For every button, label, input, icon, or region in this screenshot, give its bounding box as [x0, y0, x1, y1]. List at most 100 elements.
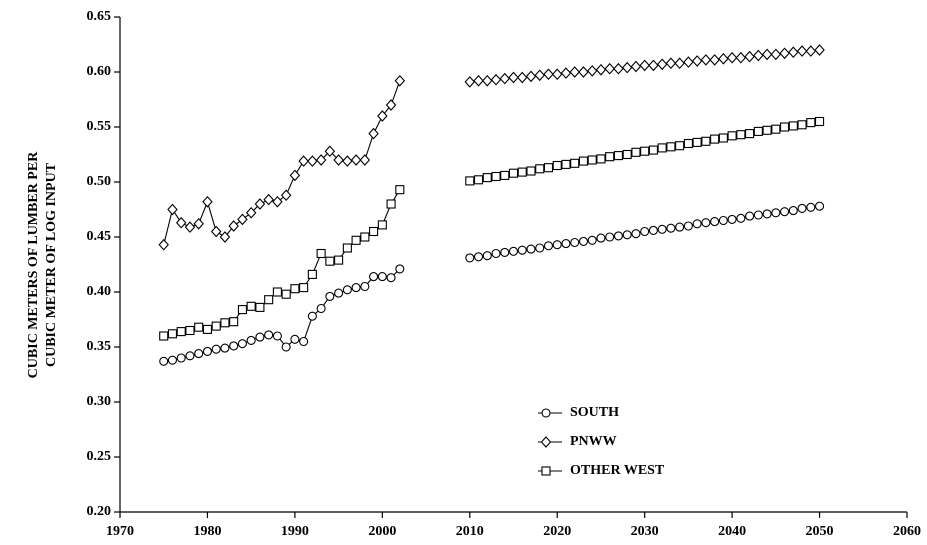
legend-marker [541, 408, 551, 418]
data-point [526, 244, 536, 254]
data-point [797, 203, 807, 213]
data-point [342, 243, 352, 253]
y-tick-label: 0.40 [87, 284, 112, 299]
data-point [710, 134, 720, 144]
data-point [517, 71, 528, 84]
data-point [648, 145, 658, 155]
data-point [159, 356, 169, 366]
data-point [718, 133, 728, 143]
legend-marker [541, 466, 551, 476]
data-point [394, 74, 406, 87]
data-point [621, 61, 633, 74]
data-point [780, 122, 790, 132]
data-point [500, 247, 510, 257]
data-point [806, 202, 816, 212]
data-point [543, 163, 554, 173]
y-tick-label: 0.20 [87, 504, 112, 519]
data-point [762, 125, 772, 135]
x-tick-label: 1990 [281, 524, 309, 539]
data-point [369, 272, 379, 282]
data-point [640, 226, 650, 237]
data-point [202, 346, 212, 356]
data-point [385, 99, 397, 111]
data-point [701, 136, 711, 146]
data-point [586, 65, 598, 77]
legend-label: OTHER WEST [570, 463, 665, 478]
data-point [315, 154, 327, 166]
x-tick-label: 1980 [193, 524, 221, 539]
data-point [395, 264, 405, 274]
data-point [552, 240, 562, 250]
data-point [264, 330, 274, 340]
data-point [316, 303, 326, 314]
data-point [158, 238, 169, 251]
data-point [167, 203, 178, 216]
data-point [656, 58, 668, 71]
x-tick-label: 2060 [893, 524, 921, 539]
data-point [578, 236, 589, 246]
data-point [464, 76, 476, 88]
y-tick-label: 0.30 [87, 394, 112, 409]
y-tick-label: 0.50 [87, 174, 112, 189]
data-point [736, 213, 746, 223]
data-point [622, 149, 632, 160]
data-point [517, 167, 527, 177]
data-point [788, 121, 798, 131]
data-point [727, 214, 737, 224]
data-point [797, 120, 807, 130]
data-point [491, 248, 501, 259]
data-point [368, 127, 379, 140]
data-point [228, 220, 239, 232]
data-point [508, 168, 519, 178]
data-point [788, 206, 798, 216]
data-point [499, 72, 510, 85]
data-point [587, 235, 597, 245]
data-point [710, 217, 720, 227]
data-point [377, 272, 387, 282]
data-point [762, 209, 772, 219]
data-point [535, 243, 545, 253]
y-tick-label: 0.25 [87, 449, 112, 464]
data-point [771, 124, 781, 134]
data-point [657, 143, 667, 153]
data-point [211, 321, 221, 331]
data-point [210, 225, 222, 238]
legend-label: SOUTH [570, 405, 619, 420]
data-point [674, 57, 685, 70]
data-point [473, 175, 484, 185]
y-tick-label: 0.55 [87, 119, 112, 134]
data-point [263, 193, 274, 206]
x-tick-label: 2040 [718, 524, 746, 539]
data-point [692, 137, 702, 147]
data-point [159, 331, 169, 341]
data-point [219, 231, 231, 243]
data-point [526, 166, 536, 176]
data-point [648, 225, 658, 235]
legend-label: PNWW [570, 434, 617, 449]
data-point [307, 155, 318, 167]
x-tick-label: 2030 [631, 524, 659, 539]
data-point [771, 208, 781, 218]
data-point [683, 221, 693, 231]
data-point [272, 195, 283, 208]
data-point [369, 226, 379, 237]
data-point [465, 176, 475, 186]
x-tick-label: 2000 [368, 524, 396, 539]
data-point [683, 138, 693, 149]
data-point [779, 47, 790, 60]
data-point [482, 173, 492, 183]
data-point [167, 329, 178, 339]
data-point [596, 154, 606, 164]
data-point [709, 54, 720, 66]
data-point [220, 343, 230, 353]
data-point [465, 253, 475, 263]
data-point [701, 218, 711, 228]
y-tick-label: 0.60 [87, 64, 112, 79]
y-tick-label: 0.65 [87, 9, 112, 24]
x-tick-label: 2020 [543, 524, 571, 539]
data-point [604, 62, 615, 75]
data-point [289, 169, 301, 182]
data-point [630, 60, 642, 73]
data-point [360, 281, 370, 292]
